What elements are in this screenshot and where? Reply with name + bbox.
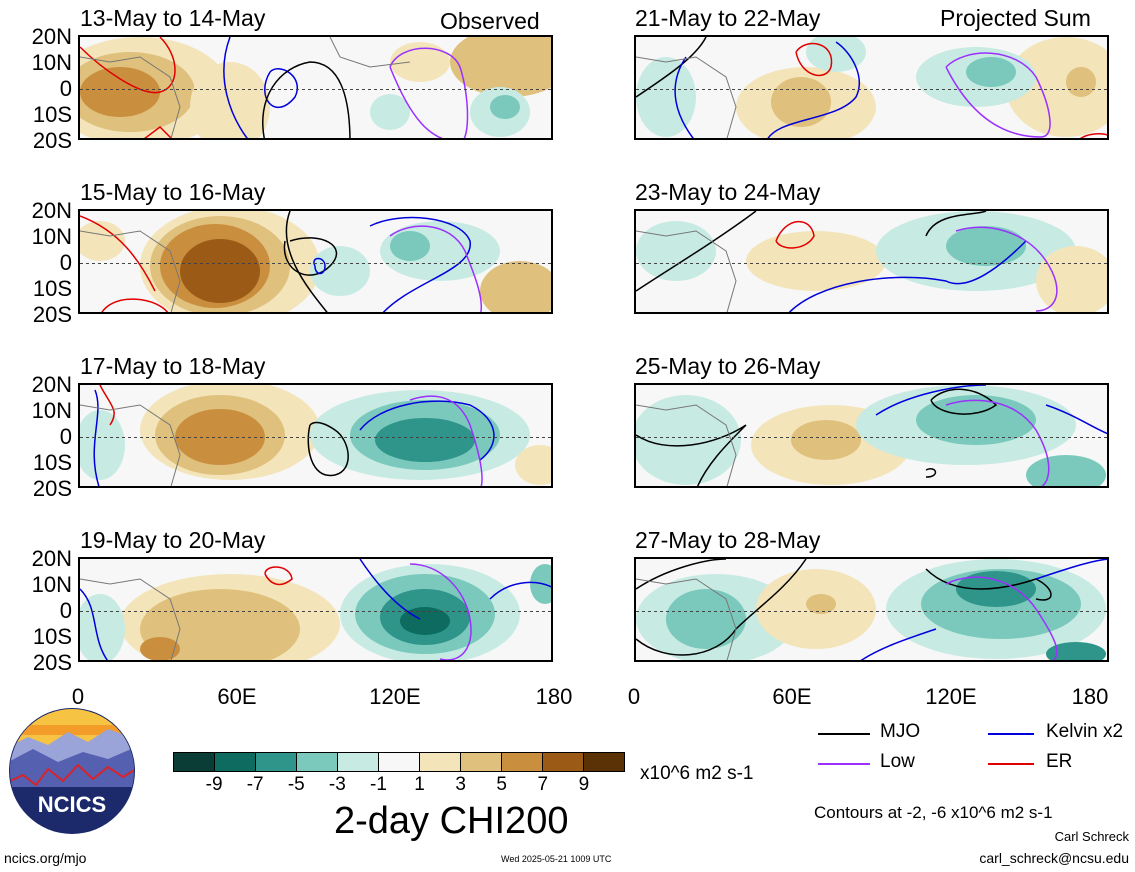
colorbar-swatch [174, 753, 214, 771]
map-field [80, 385, 551, 486]
colorbar-tick-label: 7 [537, 774, 549, 795]
lat-tick: 0 [59, 250, 72, 275]
legend-line [988, 733, 1034, 735]
observed-label: Observed [440, 8, 540, 34]
panel-title: 13-May to 14-May [80, 5, 266, 31]
lat-tick: 10N [31, 224, 72, 249]
legend-line [818, 763, 870, 765]
lon-tick: 60E [217, 684, 257, 709]
author-name: Carl Schreck [1054, 829, 1129, 844]
legend-label: MJO [880, 721, 921, 742]
map-panel [634, 383, 1109, 488]
lat-tick: 10N [31, 50, 72, 75]
lat-tick: 10S [32, 276, 72, 301]
lat-tick: 20N [31, 546, 72, 571]
logo-text: NCICS [38, 792, 106, 817]
map-field [80, 37, 551, 138]
panel-title: 17-May to 18-May [80, 353, 266, 379]
site-link[interactable]: ncics.org/mjo [4, 850, 87, 866]
lat-tick: 20N [31, 24, 72, 49]
lat-tick: 10S [32, 624, 72, 649]
map-panel [78, 383, 553, 488]
legend-label: Low [880, 751, 915, 772]
colorbar-tick-label: -7 [246, 774, 264, 795]
lon-tick: 0 [627, 684, 641, 709]
colorbar-units: x10^6 m2 s-1 [640, 763, 754, 784]
colorbar-swatch [296, 753, 337, 771]
lat-tick: 10S [32, 102, 72, 127]
colorbar-tick-label: 3 [455, 774, 466, 795]
lat-tick: 0 [59, 76, 72, 101]
map-field [636, 385, 1107, 486]
lon-tick: 180 [1071, 684, 1109, 709]
map-panel [634, 209, 1109, 314]
map-field [80, 559, 551, 660]
colorbar-swatch [255, 753, 296, 771]
lat-tick: 20S [32, 650, 72, 675]
panel-title: 15-May to 16-May [80, 179, 266, 205]
colorbar-tick-label: -1 [370, 774, 387, 795]
map-panel [78, 557, 553, 662]
panel-title: 23-May to 24-May [635, 179, 821, 205]
colorbar-tick-label: 5 [496, 774, 507, 795]
lat-tick: 20N [31, 372, 72, 397]
lon-tick: 120E [369, 684, 421, 709]
colorbar-title: 2-day CHI200 [334, 800, 569, 842]
contour-note: Contours at -2, -6 x10^6 m2 s-1 [814, 803, 1053, 822]
lat-tick: 20S [32, 476, 72, 501]
colorbar-tick-label: 1 [414, 774, 425, 795]
lat-tick: 0 [59, 598, 72, 623]
map-panel [78, 35, 553, 140]
colorbar-tick-label: -9 [205, 774, 223, 795]
legend-line [818, 733, 870, 735]
lat-tick: 10S [32, 450, 72, 475]
map-field [636, 211, 1107, 312]
legend-label: ER [1046, 751, 1073, 772]
map-panel [634, 35, 1109, 140]
colorbar-swatch [214, 753, 255, 771]
colorbar-swatch [583, 753, 624, 771]
colorbar-swatch [337, 753, 378, 771]
map-panel [634, 557, 1109, 662]
lat-tick: 20S [32, 302, 72, 327]
lat-tick: 0 [59, 424, 72, 449]
colorbar-swatch [542, 753, 583, 771]
map-field [636, 559, 1107, 660]
panel-title: 25-May to 26-May [635, 353, 821, 379]
colorbar-swatch [378, 753, 419, 771]
colorbar-tick-label: 9 [578, 774, 590, 795]
colorbar-swatch [501, 753, 542, 771]
colorbar-swatch [419, 753, 460, 771]
colorbar-swatch [460, 753, 501, 771]
timestamp: Wed 2025-05-21 1009 UTC [501, 854, 612, 864]
lon-tick: 120E [925, 684, 977, 709]
lat-tick: 10N [31, 572, 72, 597]
panel-title: 21-May to 22-May [635, 5, 821, 31]
colorbar-swatches [173, 752, 625, 772]
lat-tick: 20N [31, 198, 72, 223]
legend-line [988, 763, 1034, 765]
legend-label: Kelvin x2 [1046, 721, 1124, 742]
map-panel [78, 209, 553, 314]
lat-tick: 10N [31, 398, 72, 423]
panel-title: 19-May to 20-May [80, 527, 266, 553]
lat-tick: 20S [32, 128, 72, 153]
projected-sum-label: Projected Sum [940, 5, 1091, 31]
ncics-logo: NCICS [8, 707, 136, 835]
map-field [80, 211, 551, 312]
lon-tick: 0 [71, 684, 85, 709]
lon-tick: 180 [535, 684, 573, 709]
lon-tick: 60E [772, 684, 812, 709]
map-field [636, 37, 1107, 138]
colorbar-tick-label: -3 [328, 774, 346, 795]
panel-title: 27-May to 28-May [635, 527, 821, 553]
author-email: carl_schreck@ncsu.edu [979, 850, 1129, 866]
colorbar-tick-label: -5 [287, 774, 305, 795]
